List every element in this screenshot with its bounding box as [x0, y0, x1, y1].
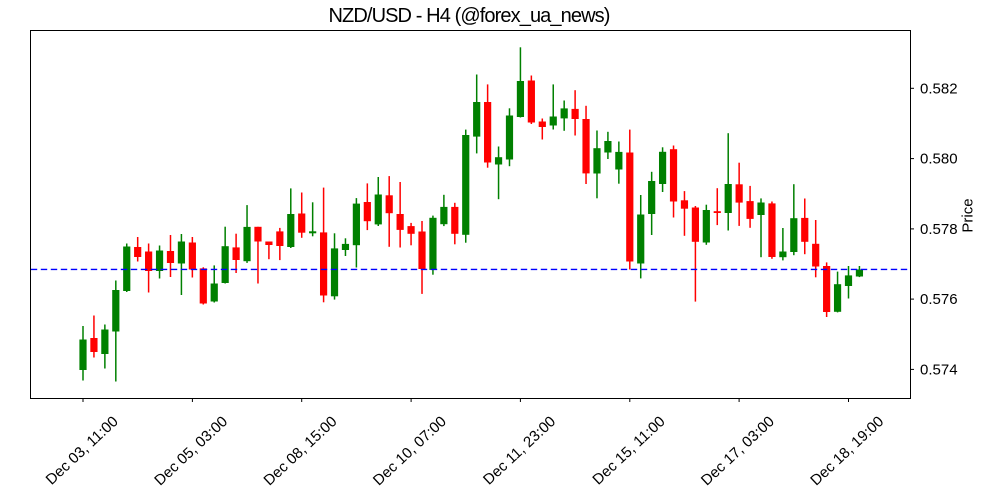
- svg-text:Price: Price: [960, 198, 977, 232]
- svg-text:0.578: 0.578: [920, 221, 958, 238]
- svg-text:0.582: 0.582: [920, 80, 958, 97]
- svg-text:0.574: 0.574: [920, 361, 958, 378]
- svg-text:NZD/USD - H4 (@forex_ua_news): NZD/USD - H4 (@forex_ua_news): [329, 5, 610, 27]
- svg-text:0.576: 0.576: [920, 291, 958, 308]
- svg-text:0.580: 0.580: [920, 151, 958, 168]
